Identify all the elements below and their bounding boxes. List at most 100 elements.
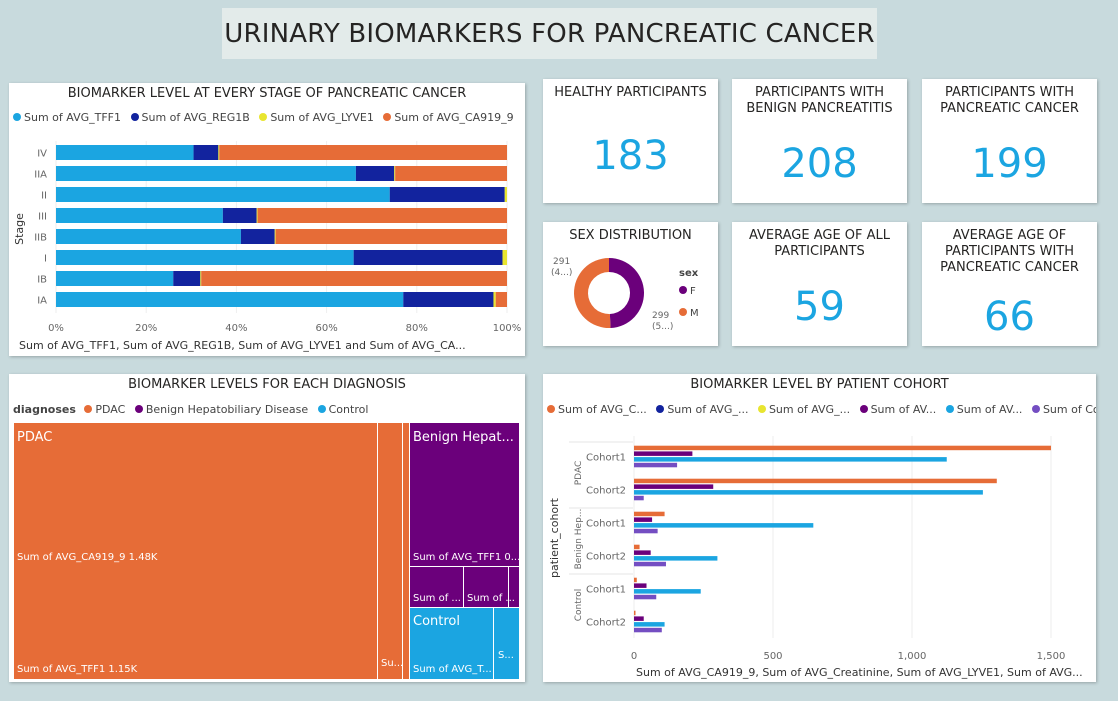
kpi-healthy-value: 183 [592,133,669,179]
y-tick-label: IA [37,296,47,307]
legend-cohort-3[interactable]: Sum of AVG_... [757,403,850,416]
treemap-legend: diagnoses PDAC Benign Hepatobiliary Dise… [13,403,374,416]
stage-bar-segment [56,292,404,307]
cohort-tick-label: Cohort1 [586,453,626,464]
treemap-control-s-label: S... [498,650,514,661]
cohort-chart-title: BIOMARKER LEVEL BY PATIENT COHORT [690,377,949,392]
cohort-bar [634,622,665,627]
x-axis-title: Sum of AVG_TFF1, Sum of AVG_REG1B, Sum o… [19,339,466,352]
x-tick-label: 1,500 [1037,651,1066,662]
legend-cohort-6[interactable]: Sum of Co... [1031,403,1096,416]
stage-bar-segment [394,166,396,181]
treemap-benign-sub-b[interactable] [463,566,509,608]
legend-tff1[interactable]: Sum of AVG_TFF1 [13,111,121,124]
legend-cohort-4[interactable]: Sum of AV... [859,403,936,416]
treemap-card[interactable]: BIOMARKER LEVELS FOR EACH DIAGNOSIS diag… [9,374,525,682]
kpi-cancer-card[interactable]: PARTICIPANTS WITH PANCREATIC CANCER 199 [922,79,1097,203]
kpi-avg-age-cancer-card[interactable]: AVERAGE AGE OF PARTICIPANTS WITH PANCREA… [922,222,1097,346]
kpi-healthy-card[interactable]: HEALTHY PARTICIPANTS 183 [543,79,718,203]
legend-dot [656,405,665,413]
treemap-title: BIOMARKER LEVELS FOR EACH DIAGNOSIS [128,377,406,392]
legend-reg1b[interactable]: Sum of AVG_REG1B [130,111,250,124]
x-tick-label: 0 [631,651,637,662]
cohort-bar [634,445,1051,451]
stage-bar-segment [193,145,219,160]
cohort-bar [634,528,658,534]
cohort-bar [634,577,637,583]
stage-bar-segment [219,145,507,160]
cohort-chart-card[interactable]: BIOMARKER LEVEL BY PATIENT COHORT Sum of… [543,374,1096,682]
y-tick-label: II [41,191,47,202]
legend-dot [134,405,143,413]
cohort-bar [634,484,714,489]
legend-cohort-5[interactable]: Sum of AV... [945,403,1022,416]
legend-lyve1[interactable]: Sum of AVG_LYVE1 [259,111,374,124]
donut-legend-dot [679,308,687,316]
stage-chart-card[interactable]: BIOMARKER LEVEL AT EVERY STAGE OF PANCRE… [9,83,525,356]
donut-legend-title: sex [679,268,699,279]
stage-bar-segment [173,271,201,286]
legend-cohort-ca919[interactable]: Sum of AVG_C... [547,403,647,416]
legend-dot [859,405,868,413]
cohort-group-label: Control [574,589,584,622]
y-axis-title: Stage [13,213,26,245]
donut-slice-f [609,258,644,328]
cohort-bar [634,589,701,594]
legend-cohort-2[interactable]: Sum of AVG_... [656,403,748,416]
kpi-benign-value: 208 [781,141,858,187]
stage-bar-segment [256,208,258,223]
treemap-control-sub[interactable] [493,607,520,680]
stage-bar-segment [275,229,507,244]
x-axis-title: Sum of AVG_CA919_9, Sum of AVG_Creatinin… [636,666,1083,679]
stage-bar-segment [495,292,507,307]
treemap-benign-sub-a[interactable] [409,566,464,608]
cohort-bar [634,478,997,484]
stage-bar-segment [389,187,505,202]
kpi-avg-age-card[interactable]: AVERAGE AGE OF ALL PARTICIPANTS 59 [732,222,907,346]
stage-bar-segment [274,229,276,244]
legend-dot [945,405,954,413]
y-axis-title: patient_cohort [548,497,561,578]
sex-chart-card[interactable]: SEX DISTRIBUTION 291 (4...) 299 (5...) sex F M [543,222,718,346]
cohort-bar [634,544,640,550]
x-tick-label: 100% [493,323,522,334]
sex-chart-title: SEX DISTRIBUTION [569,228,692,243]
stage-bar-segment [502,250,507,265]
stage-bar-segment [493,292,496,307]
donut-legend-label: F [690,286,696,297]
treemap-pdac-ca919[interactable] [13,422,378,680]
legend-dot [757,405,766,413]
cohort-bar [634,627,662,633]
stage-bar-segment [56,166,356,181]
x-tick-label: 0% [48,323,64,334]
legend-ca919[interactable]: Sum of AVG_CA919_9 [383,111,514,124]
legend-benign[interactable]: Benign Hepatobiliary Disease [134,403,308,416]
cohort-bar [634,616,644,621]
x-tick-label: 20% [135,323,157,334]
treemap-control-main[interactable] [409,607,494,680]
cohort-bar [634,451,693,456]
donut-legend-label: M [690,308,699,319]
cohort-bar [634,517,653,522]
legend-pdac[interactable]: PDAC [84,403,125,416]
x-tick-label: 1,000 [898,651,927,662]
cohort-bar [634,462,678,468]
cohort-bar [634,490,983,495]
treemap-pdac-small-a[interactable] [377,422,403,680]
legend-dot [383,113,392,121]
legend-dot [84,405,93,413]
legend-dot [317,405,326,413]
y-tick-label: III [38,212,47,223]
treemap-benign-a-label: Sum of ... [413,593,461,604]
legend-control[interactable]: Control [317,403,368,416]
cohort-chart-legend: Sum of AVG_C... Sum of AVG_... Sum of AV… [547,403,1096,416]
cohort-group-label: Benign Hep... [574,509,584,570]
kpi-benign-card[interactable]: PARTICIPANTS WITH BENIGN PANCREATITIS 20… [732,79,907,203]
cohort-bar [634,550,651,555]
kpi-cancer-value: 199 [971,141,1048,187]
cohort-bar [634,561,666,567]
stage-bar-segment [200,271,202,286]
kpi-benign-title: PARTICIPANTS WITH BENIGN PANCREATITIS [746,85,893,116]
stage-bar-segment [353,250,503,265]
cohort-bar [634,523,814,528]
